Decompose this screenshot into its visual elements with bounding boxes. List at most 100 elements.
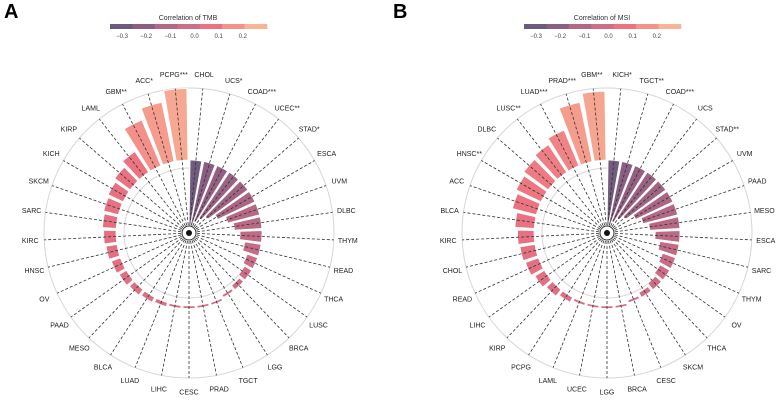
radial-gridline (191, 240, 244, 368)
category-label: OV (731, 323, 741, 330)
radial-gridline (196, 232, 334, 241)
bar-dlbc (232, 216, 263, 231)
radial-gridline (196, 235, 322, 294)
legend-tick-label: −0.3 (116, 34, 129, 40)
bar-gbm (123, 119, 162, 172)
legend-swatch (244, 24, 268, 29)
category-label: MESO (754, 208, 775, 215)
radial-gridline (47, 234, 182, 268)
radial-gridline (196, 211, 333, 233)
radial-gridline (56, 235, 182, 294)
radial-gridline (517, 118, 603, 227)
category-label: CESC (656, 378, 675, 385)
category-label: OV (39, 297, 49, 304)
bar-thym (658, 252, 677, 270)
radial-gridline (612, 238, 708, 339)
radial-gridline (70, 237, 183, 318)
radial-gridline (540, 103, 604, 227)
radial-gridline (190, 93, 231, 226)
radial-gridline (122, 103, 186, 227)
legend-tick-label: −0.2 (554, 34, 567, 40)
category-label: LIHC (151, 387, 167, 394)
category-label: READ (334, 268, 353, 275)
bar-acc (140, 101, 175, 166)
radial-gridline (51, 185, 182, 231)
category-label: PAAD (50, 323, 69, 330)
radial-gridline (608, 93, 649, 226)
category-label: CHOL (443, 268, 463, 275)
legend-swatch (199, 24, 223, 29)
panel-label: B (393, 1, 407, 23)
radial-gridline (592, 88, 607, 226)
panel-label: A (4, 1, 18, 23)
radial-gridline (469, 185, 600, 231)
legend-tick-label: 0.1 (629, 34, 638, 40)
radial-gridline (195, 160, 315, 230)
category-label: HNSC (25, 268, 45, 275)
category-label: CESC (179, 390, 198, 397)
bar-prad (558, 101, 593, 166)
radial-gridline (465, 234, 600, 268)
category-label: ESCA (317, 151, 336, 158)
legend-swatch (132, 24, 156, 29)
legend-tick-label: −0.2 (140, 34, 153, 40)
legend-swatch (222, 24, 245, 29)
bar-kirp (545, 281, 562, 297)
radial-gridline (611, 118, 697, 227)
radial-gridline (474, 235, 600, 294)
category-label: ESCA (756, 238, 775, 245)
radial-gridline (147, 93, 188, 226)
legend-swatch (613, 24, 637, 29)
radial-gridline (497, 137, 602, 229)
bar-meso (648, 216, 681, 231)
category-label: KICH (43, 151, 60, 158)
category-label: DLBC (337, 208, 356, 215)
bar-luad (547, 129, 580, 172)
bar-cesc (627, 295, 641, 304)
category-label: UCS (698, 106, 713, 113)
category-label: LUAD*** (521, 89, 548, 96)
category-label: MESO (69, 346, 90, 353)
legend-tick-label: −0.3 (530, 34, 543, 40)
category-label: SARC (22, 208, 41, 215)
bar-esca (654, 230, 681, 243)
bar-skcm (103, 197, 123, 216)
bar-kirc (517, 229, 536, 245)
category-label: BLCA (94, 364, 113, 371)
category-label: DLBC (477, 126, 496, 133)
category-label: KIRC (22, 238, 39, 245)
bar-meso (128, 281, 144, 296)
radial-gridline (614, 185, 745, 231)
category-label: UCEC (567, 387, 587, 394)
legend-swatch (658, 24, 682, 29)
legend-swatch (568, 24, 592, 29)
legend-tick-label: 0.0 (604, 34, 613, 40)
bar-ov (110, 257, 126, 274)
bar-laml (122, 151, 150, 180)
bar-ucec (198, 171, 240, 221)
category-label: UVM (331, 178, 347, 185)
category-label: LGG (600, 390, 615, 397)
legend-swatch (591, 24, 615, 29)
category-label: THCA (324, 297, 343, 304)
radial-gridline (506, 238, 602, 339)
legend-swatch (524, 24, 547, 29)
bar-coad (611, 165, 647, 223)
bar-esca (214, 190, 256, 220)
bar-thca (242, 253, 259, 270)
bar-ov (653, 264, 671, 281)
category-label: TGCT** (640, 78, 665, 85)
category-label: LIHC (470, 323, 486, 330)
category-label: BLCA (440, 208, 459, 215)
radial-gridline (99, 118, 185, 227)
bar-uvm (225, 203, 261, 224)
radial-gridline (110, 239, 186, 356)
radial-gridline (88, 238, 184, 339)
category-label: LUSC** (497, 106, 521, 113)
radial-gridline (79, 137, 184, 229)
chart-panel-B: B Correlation of MSI −0.3 −0.2 −0.1 0.0 0.1 0.2… (393, 1, 776, 397)
legend-swatch (110, 24, 133, 29)
radial-gridline (189, 88, 204, 226)
category-label: PCPG (511, 364, 531, 371)
